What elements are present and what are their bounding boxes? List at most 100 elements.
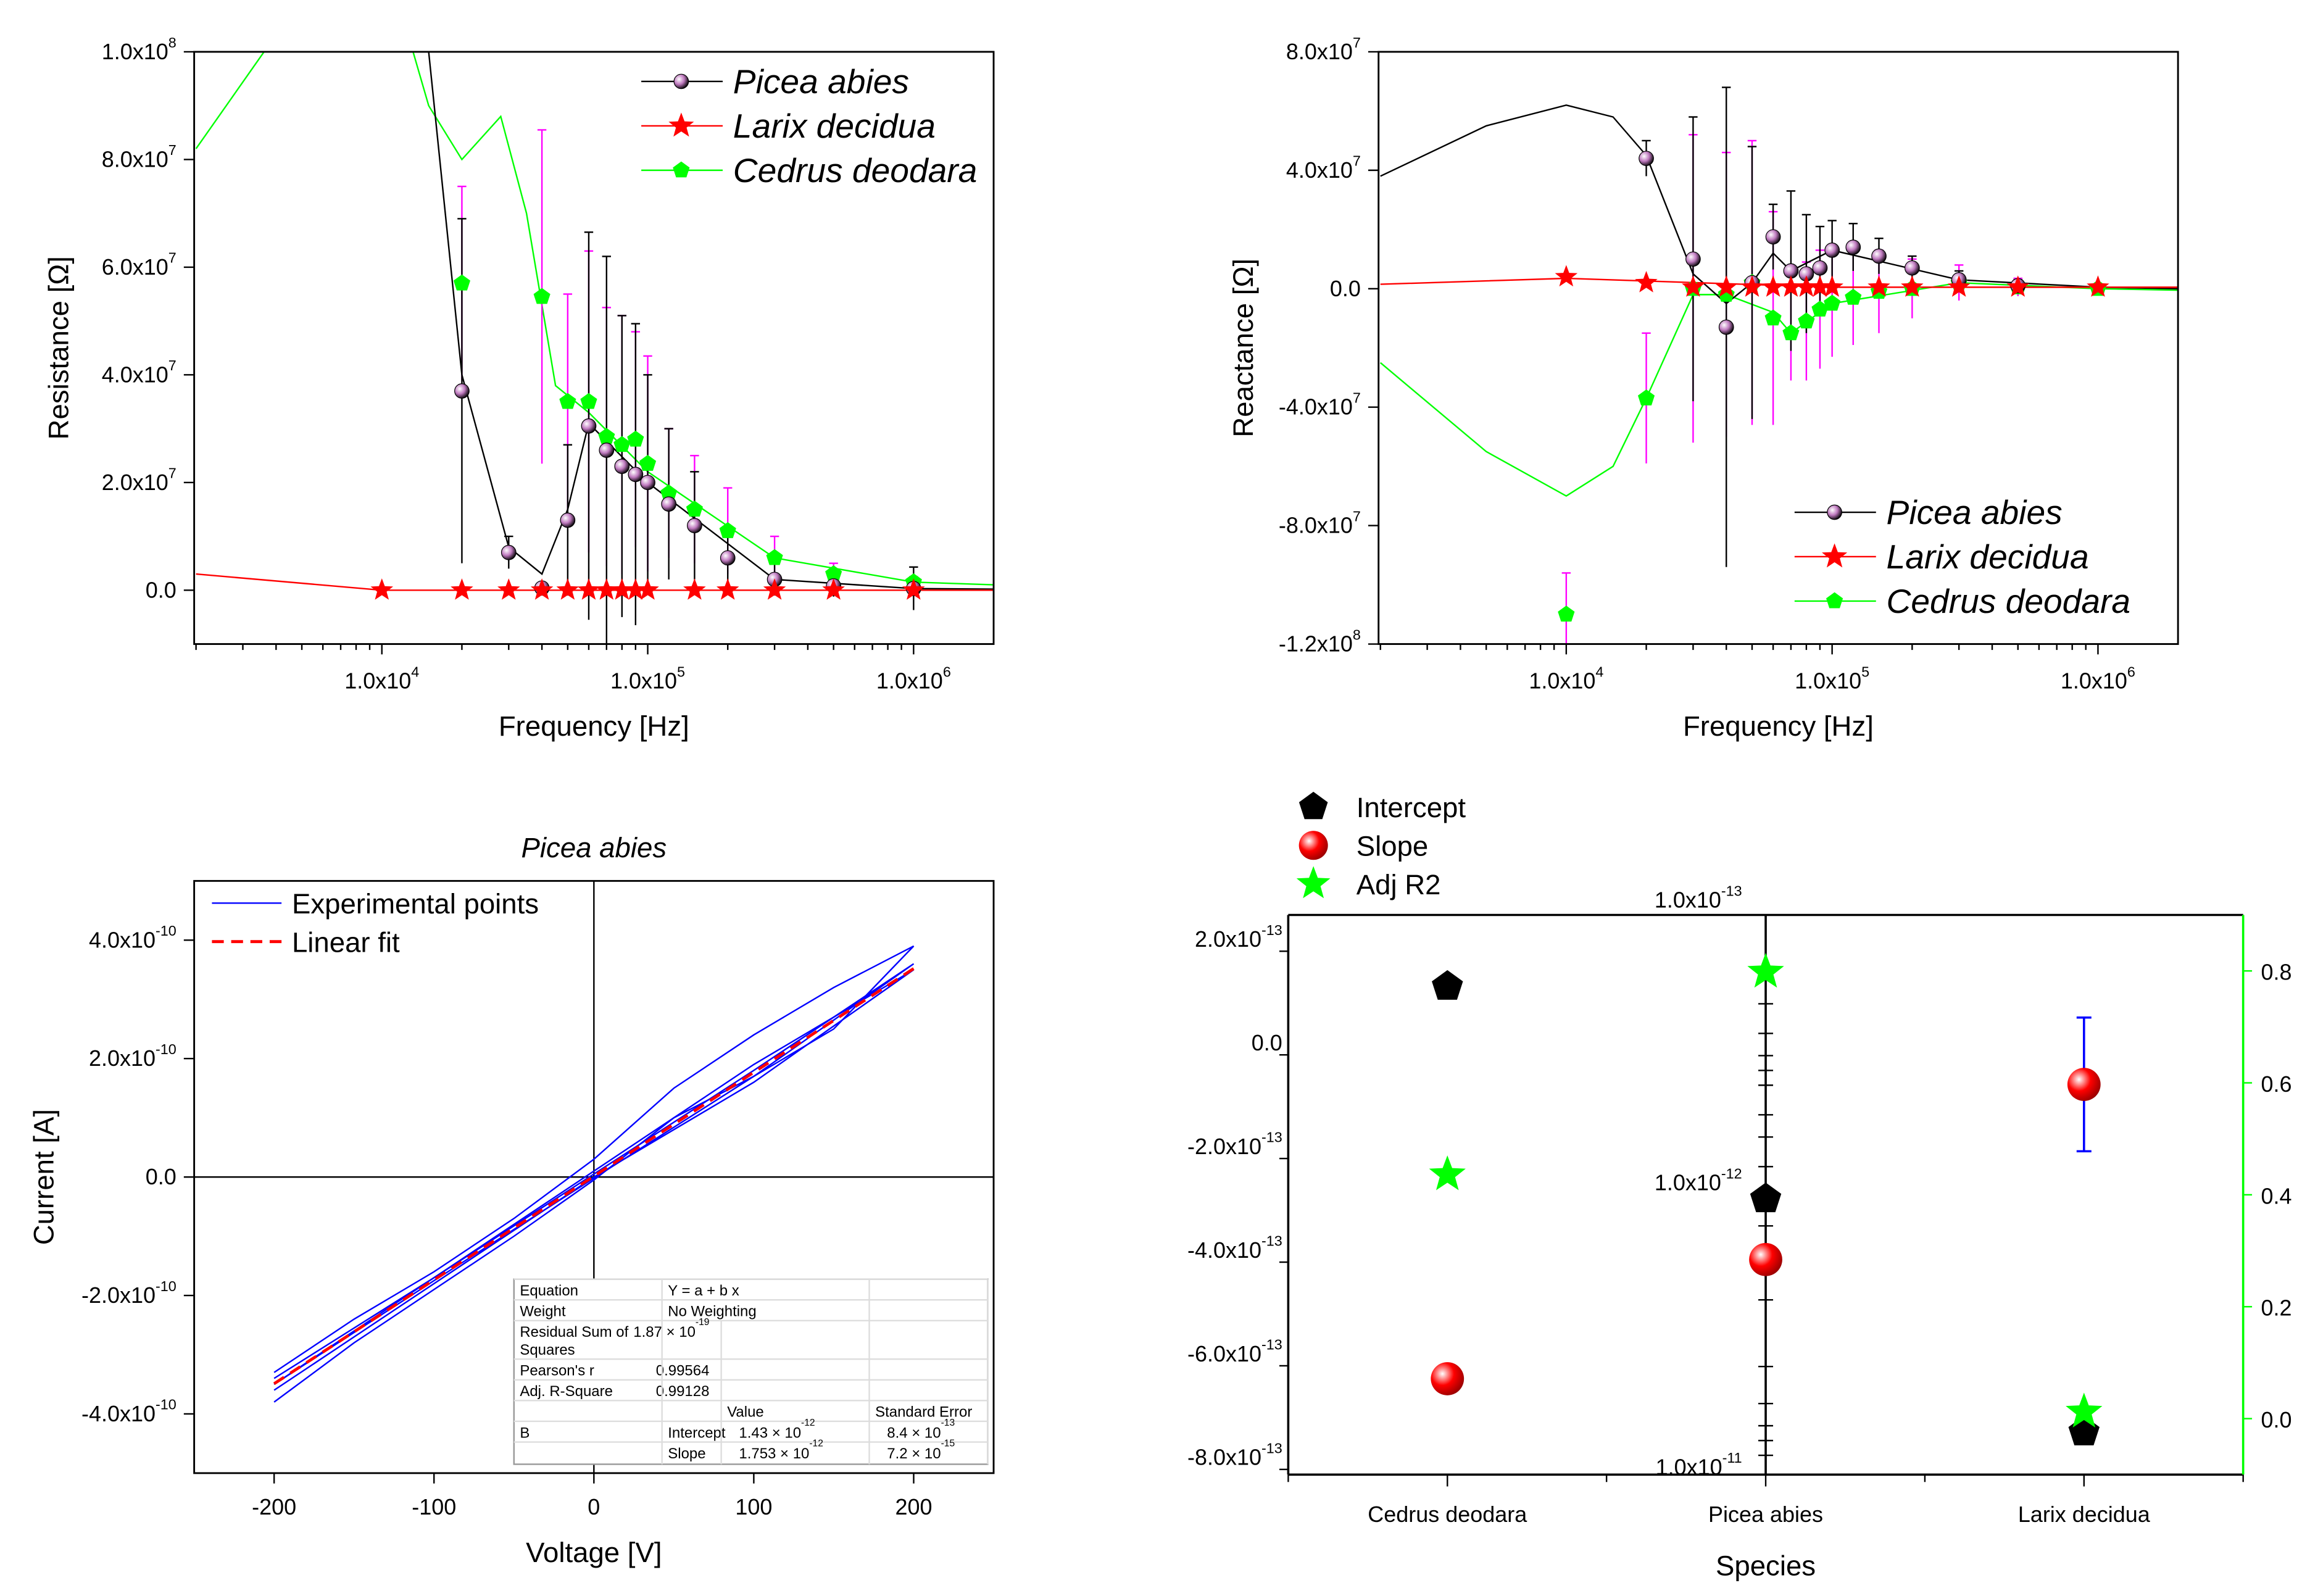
pentagon-marker [639,455,657,471]
pentagon-marker [453,274,471,291]
sphere-marker [1431,1362,1465,1395]
chart-title: Picea abies [521,832,667,863]
star-marker [2006,275,2030,297]
table-cell: Y = a + b x [668,1282,739,1299]
pentagon-marker [1298,791,1328,820]
pentagon-marker [1824,294,1841,311]
sphere-marker [687,518,702,533]
star-marker [1779,275,1803,297]
sphere-marker [640,475,655,491]
table-cell: 7.2 × 10-15 [887,1439,955,1462]
legend-label-cedrus-deodara: Cedrus deodara [733,151,978,189]
star-marker [1714,275,1738,297]
star-marker [530,578,554,600]
pentagon-marker [613,436,631,452]
star-marker [1429,1155,1466,1191]
plot-area [1379,86,2179,644]
series-curve-picea-abies [1380,104,2179,305]
table-cell: Pearson's r [520,1363,594,1379]
x-tick-label: 200 [895,1494,932,1519]
pentagon-marker [1637,389,1655,405]
y-tick-label: 2.0x107 [102,465,177,495]
table-cell: Value [727,1404,764,1421]
star-marker [610,578,634,600]
table-cell: Residual Sum of [520,1324,628,1340]
y-tick-label: 0.0 [146,1164,177,1189]
sphere-marker [2067,1068,2101,1101]
star-marker [1761,275,1785,297]
star-marker [822,578,845,600]
y2-tick-label: 0.0 [2261,1407,2291,1432]
star-marker [1947,275,1971,297]
sphere-marker [560,512,576,528]
sphere-marker [1812,260,1828,276]
table-cell: Slope [668,1445,705,1462]
plot-frame [193,51,995,645]
pentagon-marker [673,161,690,178]
table-cell: Equation [520,1282,578,1299]
sphere-marker [599,443,615,458]
category-label: Picea abies [1708,1502,1823,1527]
star-marker [2066,1392,2103,1428]
sphere-marker [581,418,597,434]
star-marker [1635,270,1658,293]
table-cell: 0.99564 [656,1363,710,1379]
pentagon-marker [1782,324,1800,341]
x-tick-label: 1.0x104 [1529,663,1603,693]
sphere-marker [661,496,677,512]
star-marker [763,578,786,600]
legend-label: Linear fit [292,926,400,958]
x-tick-label: 1.0x104 [344,663,419,693]
fit-table-frame [513,1278,989,1465]
y-tick-label: 8.0x107 [1286,35,1361,64]
y-tick-label: -2.0x10-13 [1187,1129,1282,1159]
x-axis-label: Frequency [Hz] [1683,710,1874,742]
pentagon-marker [533,288,550,304]
x-axis-label: Voltage [V] [526,1537,662,1568]
pentagon-marker [1764,309,1782,326]
y2-tick-label: 0.2 [2261,1295,2291,1321]
y-tick-label: 0.0 [1330,276,1361,301]
star-marker [1740,275,1764,297]
star-marker [1821,275,1843,297]
x-tick-label: 0 [588,1494,600,1519]
legend-label-picea-abies: Picea abies [1887,493,2063,531]
star-marker [451,578,473,600]
pentagon-marker [1826,592,1843,609]
sphere-marker [1845,239,1861,255]
table-cell: 1.43 × 10-12 [739,1418,815,1441]
y-tick-label: -8.0x10-13 [1187,1440,1282,1470]
table-cell: 1.87 × 10-19 [633,1317,709,1340]
star-marker [595,578,618,600]
star-marker [624,578,647,600]
table-cell: Adj. R-Square [520,1383,613,1400]
plot-area [195,51,994,644]
legend-label: Intercept [1357,792,1466,823]
sphere-marker [673,73,689,89]
legend: Picea abies Larix decidua Cedrus deodara [641,62,977,189]
pentagon-marker [1432,970,1463,1000]
star-marker [577,578,600,600]
legend-label: Adj R2 [1357,869,1441,900]
star-marker [1747,952,1784,988]
legend-label-picea-abies: Picea abies [733,62,909,101]
y-tick-label: 4.0x10-10 [89,923,177,952]
pentagon-marker [686,501,703,517]
pentagon-marker [559,393,576,409]
star-marker [1868,275,1890,297]
x-axis-label: Species [1716,1550,1816,1581]
sphere-marker [1871,248,1887,264]
sphere-marker [614,459,630,475]
sphere-marker [1685,251,1701,267]
category-label: Larix decidua [2018,1502,2150,1527]
plot-frame [1377,51,2179,645]
table-cell: 0.99128 [656,1383,710,1400]
x-tick-label: 1.0x105 [610,663,685,693]
y-axis-label: Current [A] [28,1109,60,1245]
x-tick-label: 100 [735,1494,772,1519]
table-cell: No Weighting [668,1303,756,1320]
star-marker [716,578,739,600]
reactance-chart: 1.0x104 1.0x105 1.0x106 -1.2x108 -8.0x107 -4.… [1228,35,2179,742]
y-tick-label: -8.0x107 [1279,508,1361,538]
pentagon-marker [766,549,783,565]
